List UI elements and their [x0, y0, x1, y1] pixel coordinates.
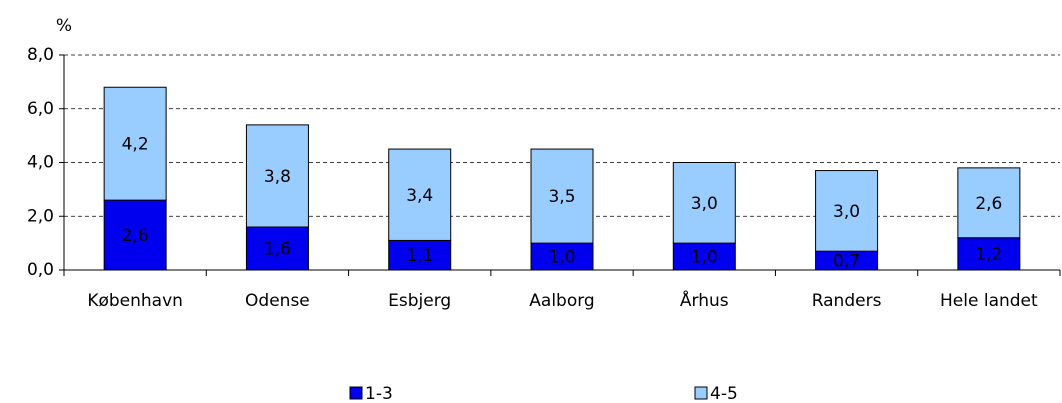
data-label: 3,0	[691, 194, 718, 214]
legend-label: 4-5	[710, 384, 738, 403]
y-axis-label: %	[56, 16, 72, 36]
y-tick-label: 4,0	[27, 153, 54, 173]
bar-segment	[245, 124, 309, 228]
data-label: 3,0	[833, 202, 860, 222]
data-label: 3,4	[406, 186, 433, 206]
bar-segment	[672, 162, 736, 244]
x-tick-label: Hele landet	[940, 291, 1038, 311]
x-tick-label: Odense	[245, 291, 310, 311]
data-label: 0,7	[833, 252, 860, 272]
legend-label: 1-3	[365, 384, 393, 403]
bar-segment	[530, 148, 594, 244]
bar-segment	[388, 148, 452, 241]
data-label: 1,0	[548, 248, 575, 268]
x-tick-label: Randers	[812, 291, 882, 311]
y-tick-label: 8,0	[27, 45, 54, 65]
data-label: 1,2	[975, 245, 1002, 265]
data-label: 3,8	[264, 167, 291, 187]
x-tick-label: København	[87, 291, 183, 311]
data-label: 3,5	[548, 187, 575, 207]
bar-segment	[103, 86, 167, 201]
bar-segment	[957, 167, 1021, 239]
y-tick-label: 0,0	[27, 260, 54, 280]
x-tick-label: Århus	[680, 289, 729, 311]
bar-segment	[388, 239, 452, 271]
legend-swatch	[349, 386, 363, 400]
bar-segment	[530, 242, 594, 271]
data-label: 1,1	[406, 246, 433, 266]
bar-segment	[957, 237, 1021, 271]
legend-swatch	[694, 386, 708, 400]
data-label: 4,2	[122, 135, 149, 155]
data-label: 1,6	[264, 240, 291, 260]
x-tick-label: Esbjerg	[388, 291, 451, 311]
data-label: 2,6	[975, 194, 1002, 214]
x-tick-label: Aalborg	[529, 291, 594, 311]
y-tick-label: 6,0	[27, 99, 54, 119]
data-label: 1,0	[691, 248, 718, 268]
bar-segment	[672, 242, 736, 271]
y-tick-label: 2,0	[27, 206, 54, 226]
bar-segment	[815, 170, 879, 252]
data-label: 2,6	[122, 226, 149, 246]
